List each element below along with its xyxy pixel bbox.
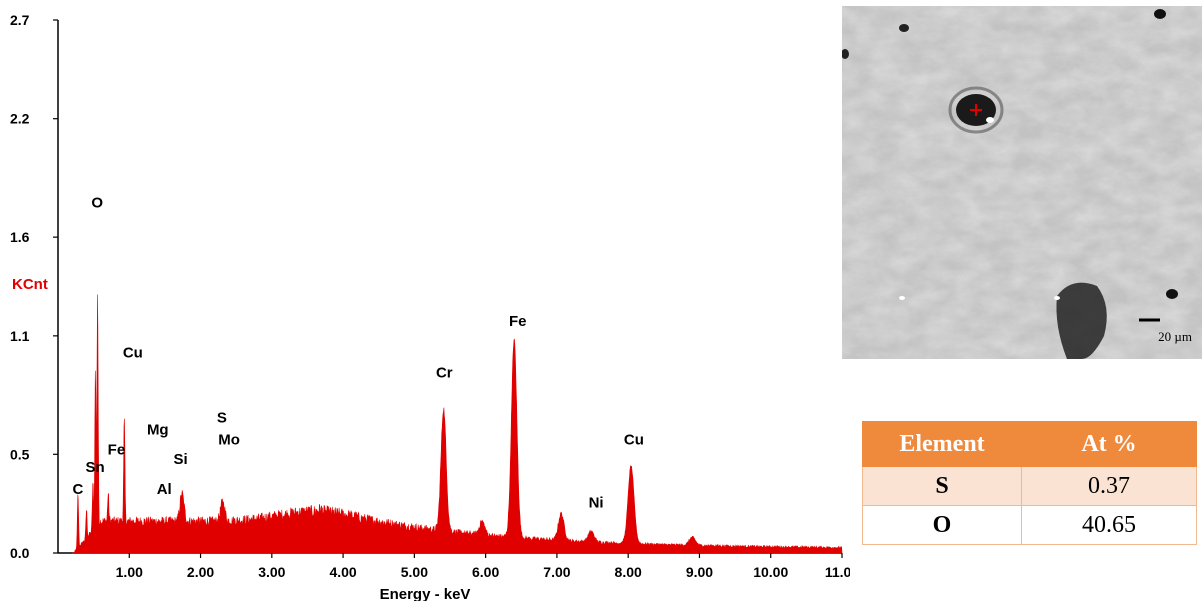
peak-annotation: Mo [218,431,240,448]
x-tick-label: 10.00 [753,564,788,580]
sem-micrograph: 20 µm [842,6,1202,359]
peak-annotation: S [217,410,227,427]
peak-annotation: C [73,481,84,498]
x-tick-label: 9.00 [686,564,713,580]
table-row: O 40.65 [862,505,1197,545]
x-axis-label: Energy - keV [380,586,471,601]
y-axis-label: KCnt [12,276,48,293]
y-tick-label: 0.0 [10,545,30,561]
value-cell: 0.37 [1021,466,1197,506]
x-tick-label: 3.00 [258,564,285,580]
peak-annotation: Fe [108,441,126,458]
chart-axes [57,20,842,554]
peak-annotation: Fe [509,313,527,330]
y-tick-label: 0.5 [10,446,30,462]
table-row: S 0.37 [862,466,1197,506]
y-tick-label: 1.6 [10,229,30,245]
x-tick-label: 1.00 [116,564,143,580]
peak-annotation: Cr [436,364,453,381]
y-tick-label: 1.1 [10,328,30,344]
eds-spectrum-chart: 0.0 0.5 1.1 1.6 2.2 2.7 1.00 2.00 3.00 4.00 5.00 6… [10,12,850,601]
composition-table: Element At % S 0.37 O 40.65 [862,421,1197,545]
peak-annotation: Cu [123,345,143,362]
y-tick-label: 2.7 [10,12,30,28]
scale-bar-label: 20 µm [1158,329,1192,344]
value-cell: 40.65 [1021,505,1197,545]
peak-annotation: Mg [147,422,169,439]
peak-annotation: O [91,195,103,212]
x-tick-label: 5.00 [401,564,428,580]
spectrum-series [72,294,843,554]
y-tick-label: 2.2 [10,111,30,127]
header-at-percent: At % [1021,421,1197,467]
x-tick-label: 4.00 [329,564,356,580]
x-tick-label: 2.00 [187,564,214,580]
x-tick-label: 11.00 [825,564,850,580]
crosshair-marker [970,104,982,116]
x-tick-label: 8.00 [615,564,642,580]
x-tick-label: 7.00 [543,564,570,580]
header-element: Element [862,421,1022,467]
dark-region [1056,282,1107,359]
peak-annotation: Si [173,451,187,468]
element-cell: S [862,466,1022,506]
peak-annotation: Sn [85,459,104,476]
peak-annotation: Cu [624,431,644,448]
sem-texture [842,6,1202,359]
element-cell: O [862,505,1022,545]
peak-annotation: Ni [589,495,604,512]
x-tick-label: 6.00 [472,564,499,580]
peak-annotation: Al [157,481,172,498]
table-header-row: Element At % [862,421,1197,467]
